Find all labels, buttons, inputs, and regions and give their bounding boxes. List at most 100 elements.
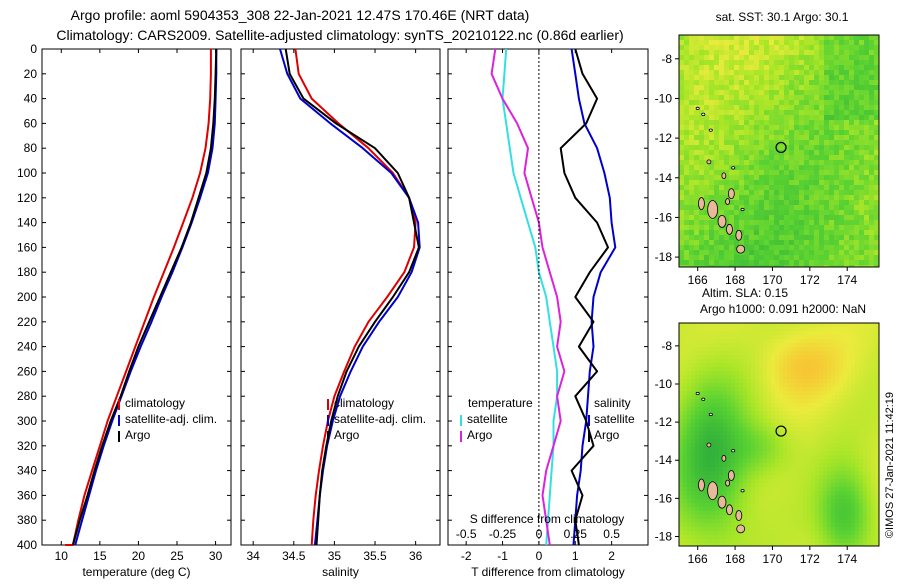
map-cell <box>859 519 863 523</box>
map-cell <box>763 331 767 335</box>
map-cell <box>859 215 864 220</box>
map-cell <box>689 145 694 150</box>
map-cell <box>743 323 747 327</box>
map-cell <box>795 475 799 479</box>
map-cell <box>739 45 744 50</box>
map-cell <box>763 387 767 391</box>
map-cell <box>735 467 739 471</box>
map-cell <box>809 65 814 70</box>
map-cell <box>724 180 729 185</box>
map-cell <box>759 175 764 180</box>
map-cell <box>719 50 724 55</box>
map-cell <box>764 240 769 245</box>
map-cell <box>799 383 803 387</box>
map-cell <box>707 459 711 463</box>
map-cell <box>863 519 867 523</box>
map-cell <box>849 55 854 60</box>
map-cell <box>691 355 695 359</box>
map-cell <box>871 339 875 343</box>
map-cell <box>739 387 743 391</box>
map-cell <box>863 383 867 387</box>
map-cell <box>799 435 803 439</box>
map-cell <box>731 531 735 535</box>
map-cell <box>695 495 699 499</box>
map-cell <box>849 175 854 180</box>
map-cell <box>684 95 689 100</box>
map-cell <box>694 130 699 135</box>
map-cell <box>729 45 734 50</box>
map-cell <box>844 115 849 120</box>
map-cell <box>739 35 744 40</box>
map-cell <box>807 515 811 519</box>
map-cell <box>731 355 735 359</box>
map-cell <box>827 431 831 435</box>
map-cell <box>747 483 751 487</box>
map-cell <box>839 347 843 351</box>
map-cell <box>843 479 847 483</box>
map-cell <box>864 80 869 85</box>
map-cell <box>763 427 767 431</box>
map-cell <box>783 463 787 467</box>
map-cell <box>689 185 694 190</box>
map-cell <box>819 435 823 439</box>
map-cell <box>767 499 771 503</box>
map-cell <box>704 80 709 85</box>
map-cell <box>759 215 764 220</box>
map-cell <box>844 235 849 240</box>
map-cell <box>763 435 767 439</box>
map-cell <box>849 130 854 135</box>
map-cell <box>867 471 871 475</box>
map-x-tick-label: 168 <box>725 552 745 566</box>
map-cell <box>694 85 699 90</box>
map-cell <box>703 363 707 367</box>
map-cell <box>767 531 771 535</box>
map-cell <box>867 495 871 499</box>
map-cell <box>679 507 683 511</box>
map-cell <box>843 447 847 451</box>
map-cell <box>847 419 851 423</box>
map-cell <box>695 339 699 343</box>
map-cell <box>844 155 849 160</box>
map-cell <box>767 515 771 519</box>
map-cell <box>759 250 764 255</box>
map-cell <box>799 475 803 479</box>
map-cell <box>699 225 704 230</box>
map-cell <box>823 495 827 499</box>
map-cell <box>815 411 819 415</box>
map-cell <box>683 327 687 331</box>
map-cell <box>824 90 829 95</box>
map-cell <box>804 140 809 145</box>
map-cell <box>851 331 855 335</box>
map-cell <box>759 105 764 110</box>
map-cell <box>769 230 774 235</box>
map-cell <box>823 455 827 459</box>
map-cell <box>754 235 759 240</box>
map-cell <box>763 471 767 475</box>
map-cell <box>867 459 871 463</box>
map-cell <box>844 195 849 200</box>
map-cell <box>854 110 859 115</box>
map-cell <box>689 205 694 210</box>
map-cell <box>744 210 749 215</box>
map-cell <box>764 185 769 190</box>
map-cell <box>859 531 863 535</box>
map-cell <box>679 135 684 140</box>
map-cell <box>854 215 859 220</box>
map-cell <box>869 190 874 195</box>
map-cell <box>695 523 699 527</box>
map-cell <box>723 423 727 427</box>
map-cell <box>683 375 687 379</box>
map-cell <box>689 40 694 45</box>
map-cell <box>799 50 804 55</box>
map-cell <box>783 535 787 539</box>
map-cell <box>791 423 795 427</box>
map-cell <box>787 379 791 383</box>
map-cell <box>695 431 699 435</box>
map-cell <box>839 45 844 50</box>
map-cell <box>711 539 715 543</box>
map-cell <box>819 170 824 175</box>
map-cell <box>831 503 835 507</box>
map-cell <box>759 343 763 347</box>
map-cell <box>679 50 684 55</box>
map-cell <box>769 215 774 220</box>
